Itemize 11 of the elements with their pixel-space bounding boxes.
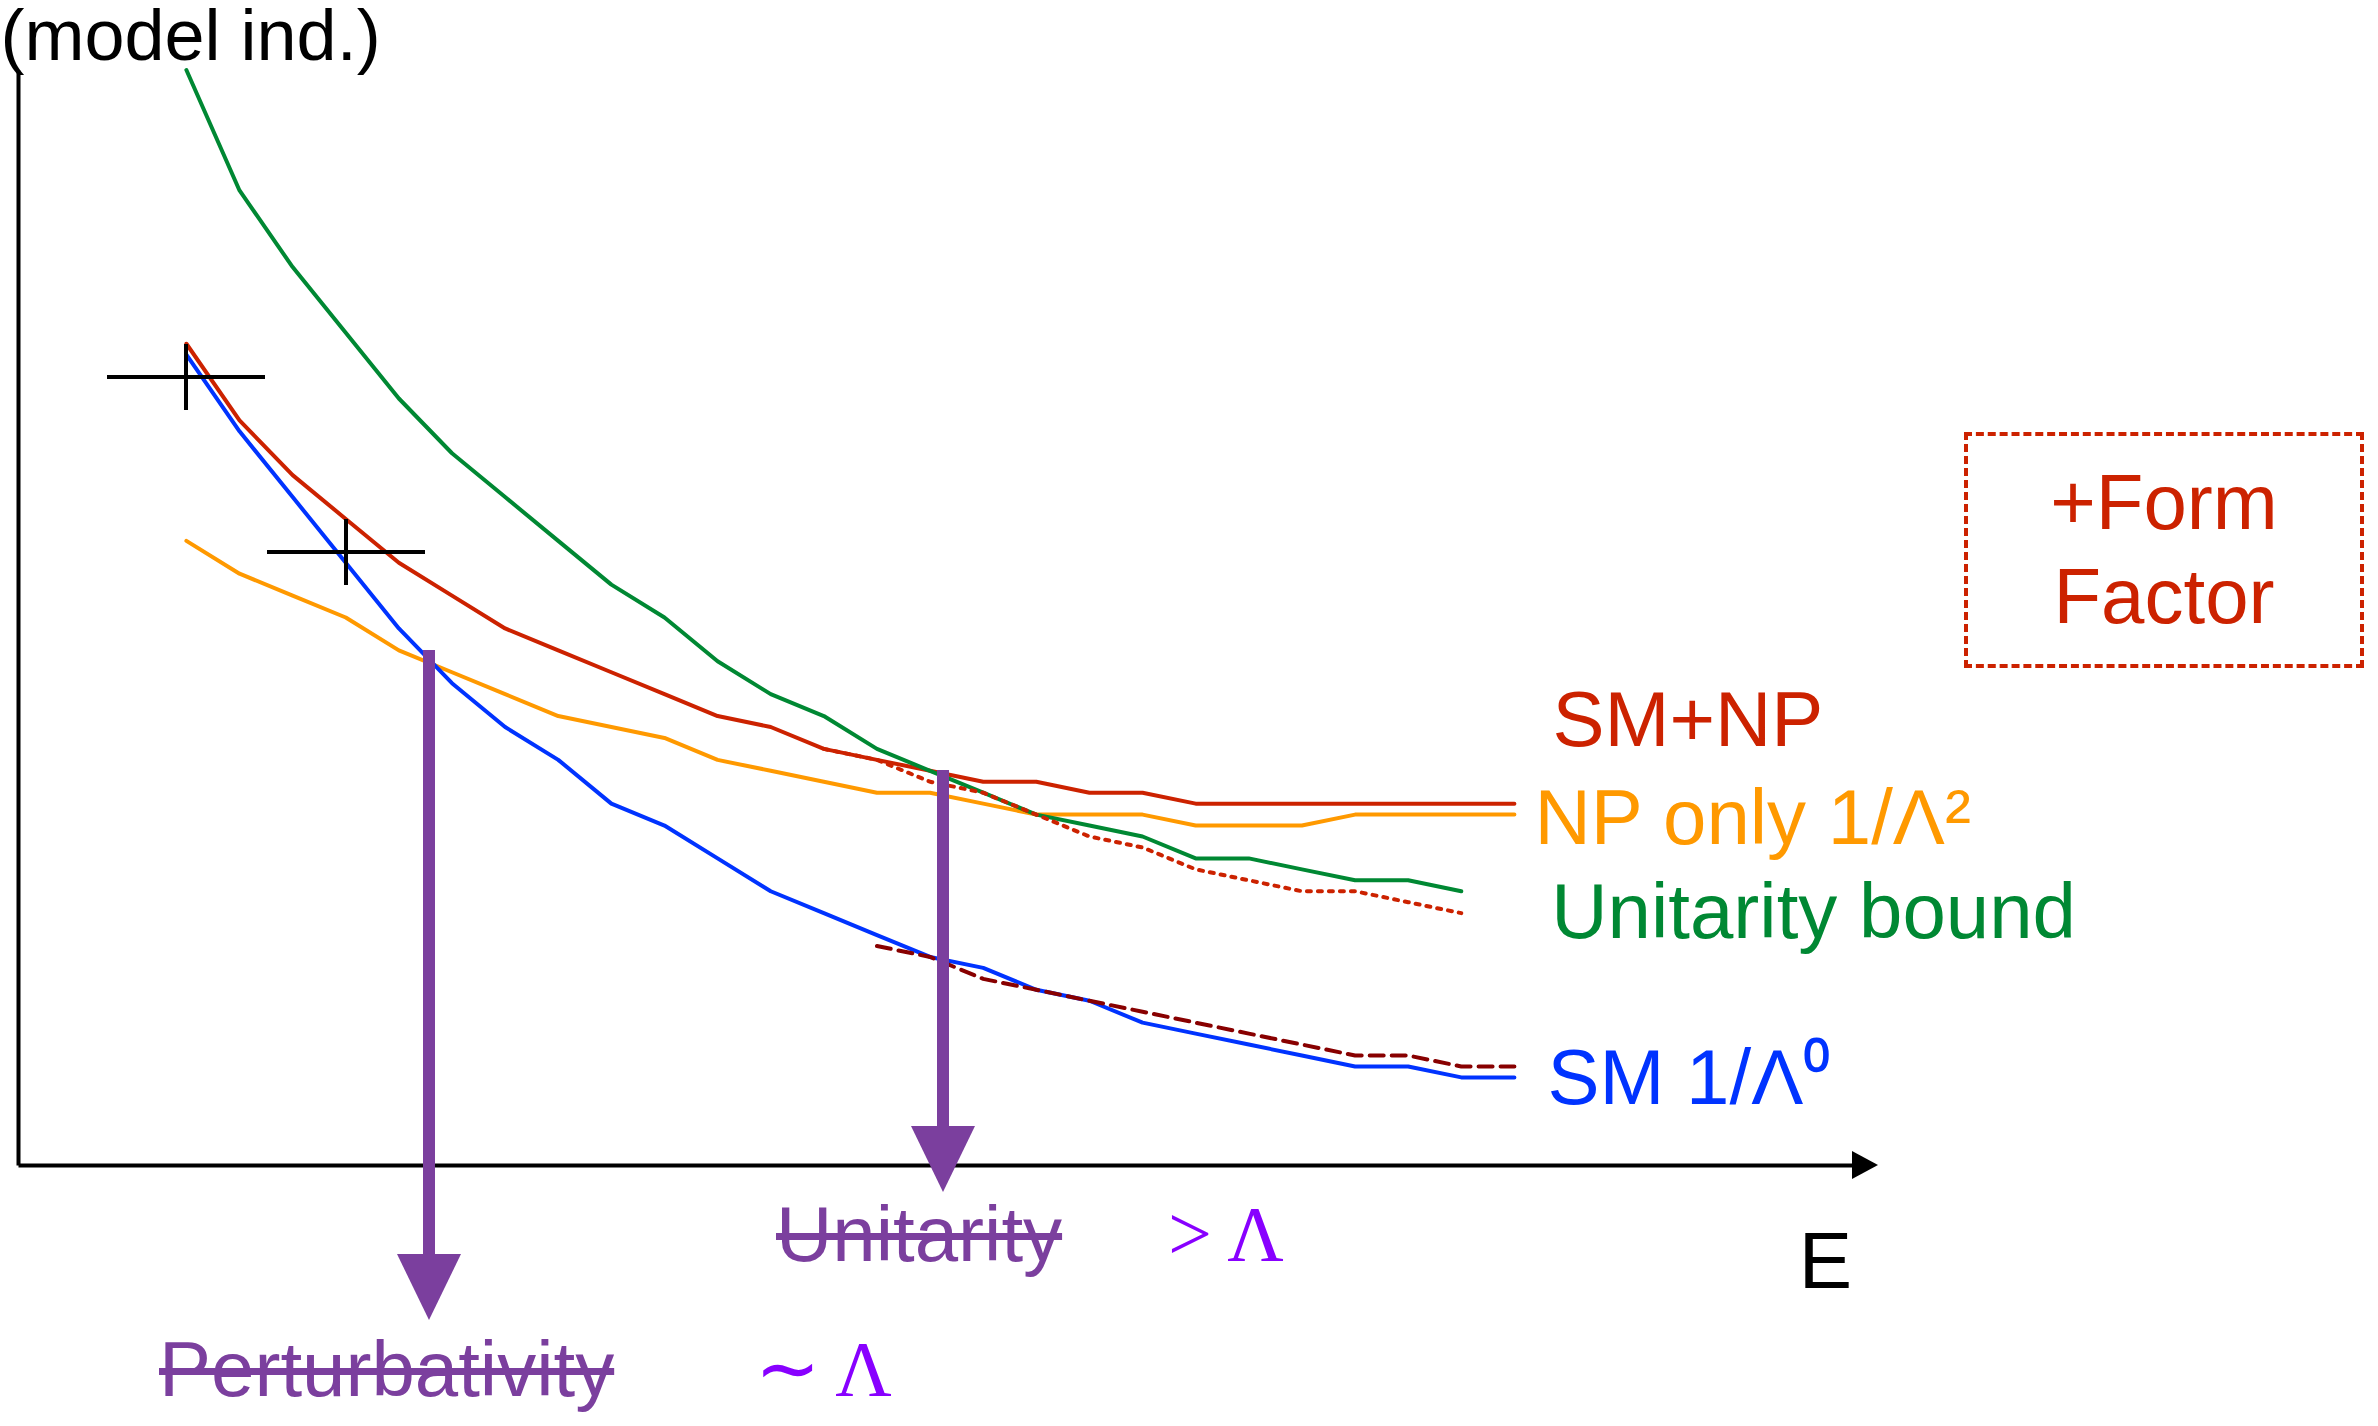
series-label: NP only 1/Λ²: [1534, 772, 1971, 861]
text: ∼ Λ: [755, 1325, 892, 1412]
dashed-frame: +Form Factor: [1964, 432, 2364, 668]
series-label: SM+NP: [1552, 674, 1824, 763]
series-label: Unitarity bound: [1551, 867, 2076, 956]
series-label: SM 1/Λ⁰: [1547, 1033, 1831, 1122]
y-axis-title: (model ind.): [0, 0, 381, 75]
x-axis-title: E: [1798, 1215, 1853, 1305]
text: Perturbativity: [159, 1325, 615, 1413]
text: Unitarity: [776, 1190, 1063, 1278]
text: > Λ: [1168, 1190, 1284, 1277]
